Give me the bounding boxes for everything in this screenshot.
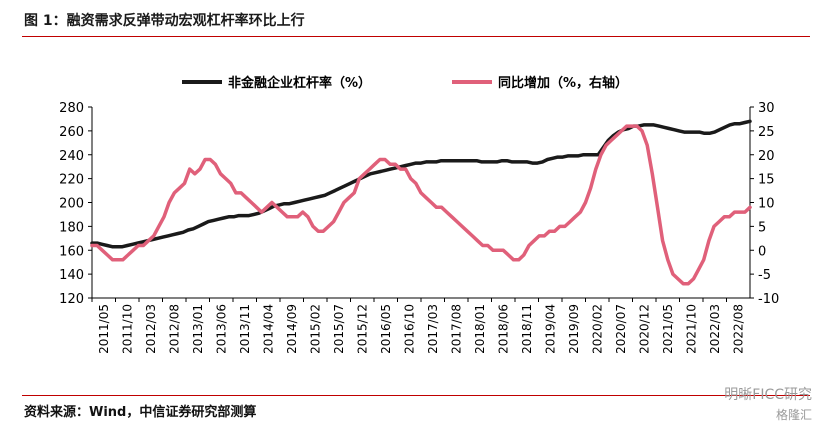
x-tick-label: 2013/11 (238, 304, 252, 354)
left-tick-label: 180 (59, 220, 84, 235)
x-tick-label: 2011/05 (97, 304, 111, 354)
left-tick-label: 160 (59, 244, 84, 259)
chart-legend: 非金融企业杠杆率（%） 同比增加（%，右轴） (182, 75, 628, 91)
left-tick-label: 260 (59, 125, 84, 140)
x-tick-label: 2020/12 (637, 304, 651, 354)
x-tick-label: 2014/09 (285, 304, 299, 354)
x-tick-label: 2017/08 (449, 304, 463, 354)
right-tick-label: 15 (758, 173, 775, 188)
right-tick-label: 5 (758, 220, 766, 235)
series-line-yoy (90, 124, 752, 286)
x-tick-label: 2020/02 (590, 304, 604, 354)
x-tick-label: 2015/12 (355, 304, 369, 354)
right-tick-label: 25 (758, 125, 775, 140)
left-tick-label: 220 (59, 173, 84, 188)
line-chart: 120 140 160 180 200 220 240 260 280 -10 -5 0 5 10 15 20… (59, 75, 779, 354)
x-tick-label: 2015/07 (332, 304, 346, 354)
left-tick-label: 140 (59, 268, 84, 283)
x-tick-label: 2017/03 (426, 304, 440, 354)
x-tick-label: 2022/03 (708, 304, 722, 354)
x-tick-label: 2018/11 (520, 304, 534, 354)
source-note: 资料来源：Wind，中信证券研究部测算 (24, 405, 257, 420)
x-tick-label: 2021/05 (661, 304, 675, 354)
x-tick-label: 2020/07 (614, 304, 628, 354)
watermark-sub: 格隆汇 (775, 408, 812, 422)
bottom-rule (22, 395, 810, 396)
x-tick-label: 2016/05 (379, 304, 393, 354)
x-tick-label: 2016/10 (402, 304, 416, 354)
left-tick-label: 240 (59, 149, 84, 164)
x-tick-label: 2014/04 (261, 304, 275, 354)
right-tick-label: 20 (758, 149, 775, 164)
legend-item-yoy-label: 同比增加（%，右轴） (498, 75, 628, 91)
x-tick-label: 2019/04 (543, 304, 557, 354)
chart-title: 图 1：融资需求反弹带动宏观杠杆率环比上行 (24, 13, 305, 29)
right-tick-label: -5 (758, 268, 771, 283)
left-tick-label: 120 (59, 292, 84, 307)
x-tick-label: 2015/02 (308, 304, 322, 354)
x-tick-label: 2019/09 (567, 304, 581, 354)
chart-axes (88, 106, 754, 302)
right-tick-label: -10 (758, 292, 779, 307)
x-tick-label: 2013/06 (214, 304, 228, 354)
right-tick-label: 30 (758, 101, 775, 116)
x-tick-label: 2012/08 (167, 304, 181, 354)
legend-item-leverage-label: 非金融企业杠杆率（%） (228, 75, 371, 91)
top-rule (22, 36, 810, 37)
x-tick-label: 2022/08 (731, 304, 745, 354)
left-tick-label: 200 (59, 197, 84, 212)
x-tick-label: 2012/03 (144, 304, 158, 354)
right-tick-label: 10 (758, 197, 775, 212)
series-line-leverage (90, 119, 752, 249)
watermark-brand: 明晰FICC研究 (724, 387, 812, 403)
x-tick-label: 2021/10 (684, 304, 698, 354)
x-tick-label: 2013/01 (191, 304, 205, 354)
series-layer (90, 119, 752, 286)
tick-labels: 120 140 160 180 200 220 240 260 280 -10 -5 0 5 10 15 20… (59, 101, 779, 354)
x-tick-label: 2011/10 (120, 304, 134, 354)
right-tick-label: 0 (758, 244, 766, 259)
left-tick-label: 280 (59, 101, 84, 116)
x-tick-label: 2018/06 (496, 304, 510, 354)
x-tick-label: 2018/01 (473, 304, 487, 354)
